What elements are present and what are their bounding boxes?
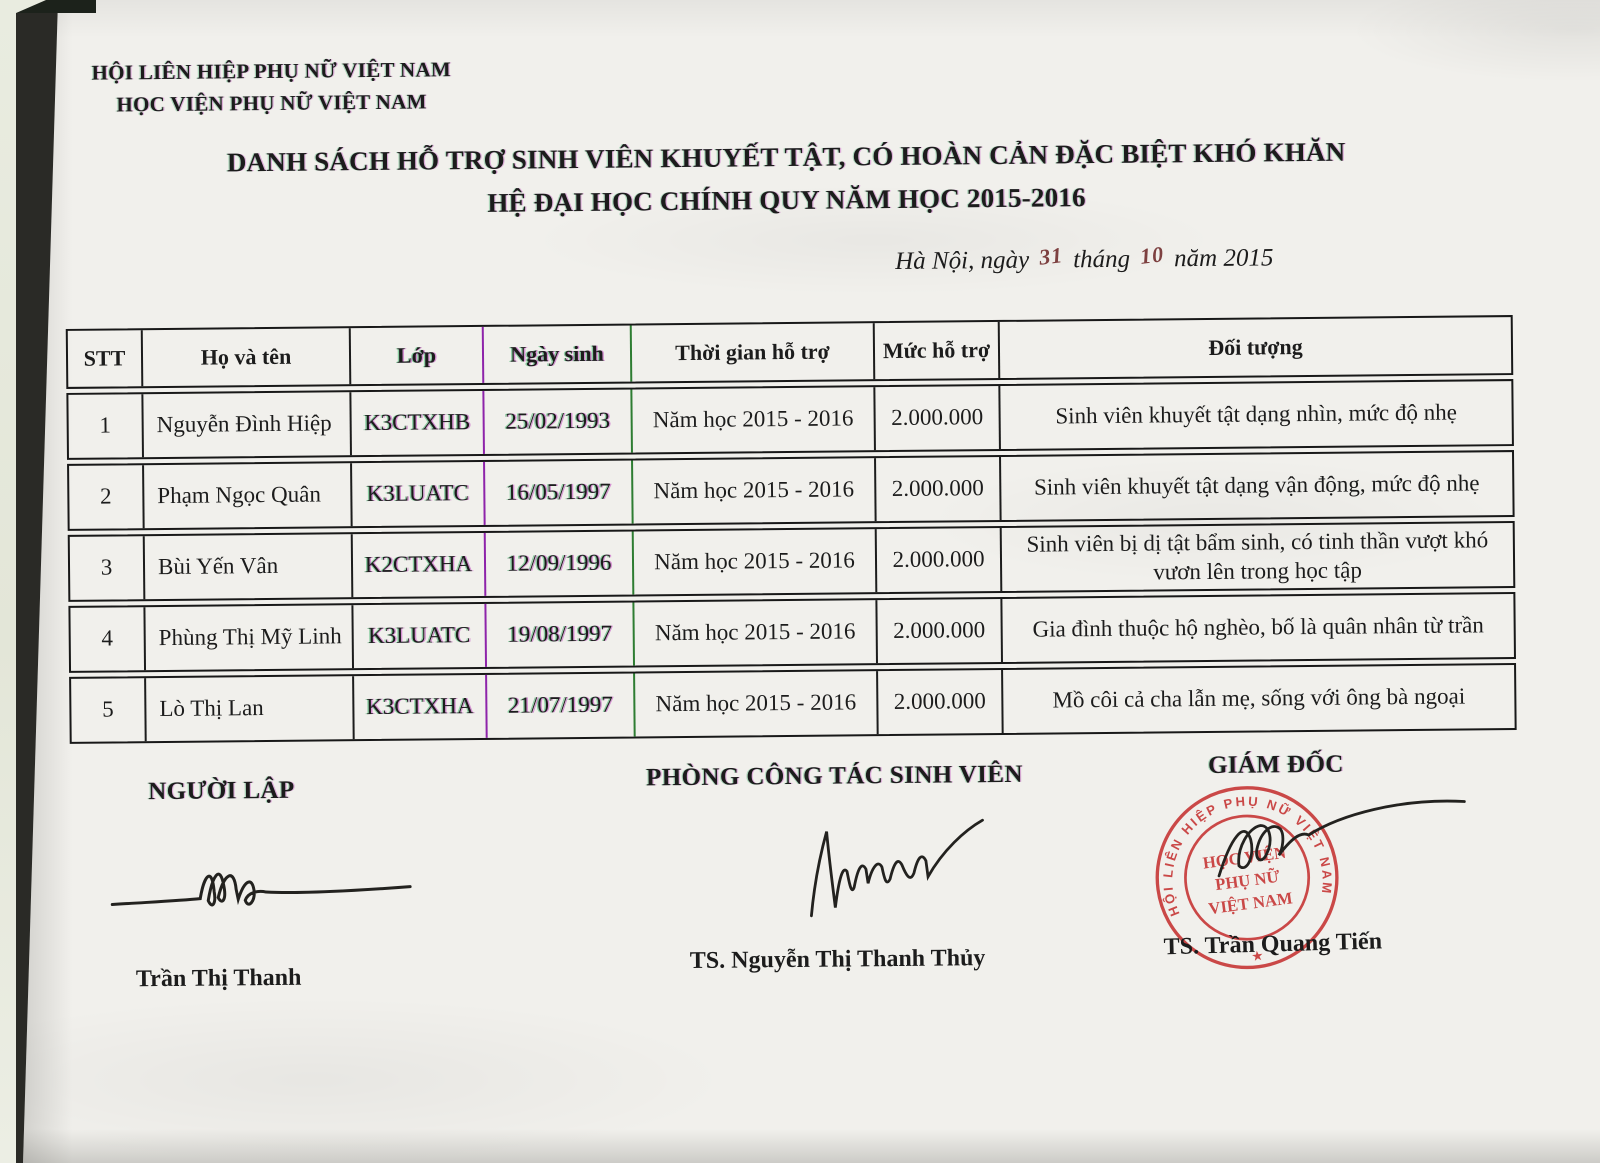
cell-amount: 2.000.000 — [875, 385, 1001, 451]
preparer-name: Trần Thị Thanh — [135, 964, 302, 993]
col-header-category: Đối tượng — [1208, 333, 1303, 360]
cell-dob: 21/07/1997 — [487, 673, 636, 738]
cell-name: Nguyễn Đình Hiệp — [143, 392, 352, 458]
preparer-signature — [110, 872, 412, 907]
table-row: 5 Lò Thị Lan K3CTXHA 21/07/1997 Năm học … — [69, 663, 1517, 744]
date-line: Hà Nội, ngày 31 tháng 10 năm 2015 — [895, 241, 1274, 276]
date-mid: tháng — [1073, 245, 1131, 274]
stamp-inner-ring — [1184, 814, 1311, 941]
cell-class: K3CTXHA — [354, 674, 488, 740]
handwritten-day: 31 — [1037, 242, 1065, 270]
org-name-line2: HỌC VIỆN PHỤ NỮ VIỆT NAM — [116, 89, 427, 117]
col-header-dob: Ngày sinh — [483, 325, 633, 383]
paper-sheet — [23, 0, 1600, 1163]
cell-class: K2CTXHA — [352, 532, 487, 598]
table-row: 2 Phạm Ngọc Quân K3LUATC 16/05/1997 Năm … — [67, 450, 1515, 531]
stamp-star-icon: ★ — [1250, 948, 1264, 964]
department-title: PHÒNG CÔNG TÁC SINH VIÊN — [645, 760, 1023, 792]
cell-name: Bùi Yến Vân — [144, 534, 354, 600]
cell-amount: 2.000.000 — [877, 598, 1003, 664]
cell-period: Năm học 2015 - 2016 — [635, 671, 879, 737]
preparer-title: NGƯỜI LẬP — [148, 776, 295, 806]
table-row: 3 Bùi Yến Vân K2CTXHA 12/09/1996 Năm học… — [67, 521, 1516, 602]
cell-stt: 5 — [71, 678, 147, 742]
department-signature — [810, 818, 984, 918]
col-header-stt: STT — [67, 330, 144, 387]
support-table: STT Họ và tên Lớp Ngày sinh Thời gian hỗ… — [65, 315, 1517, 748]
cell-stt: 2 — [69, 465, 145, 529]
date-prefix: Hà Nội, ngày — [895, 246, 1030, 275]
organization-header: HỘI LIÊN HIỆP PHỤ NỮ VIỆT NAM HỌC VIỆN P… — [65, 53, 478, 121]
cell-category: Sinh viên khuyết tật dạng nhìn, mức độ n… — [1055, 400, 1457, 429]
cell-stt: 1 — [68, 394, 144, 458]
document-title: DANH SÁCH HỖ TRỢ SINH VIÊN KHUYẾT TẬT, C… — [0, 128, 1577, 229]
cell-period: Năm học 2015 - 2016 — [633, 529, 878, 595]
cell-class: K3LUATC — [352, 461, 486, 527]
col-header-class: Lớp — [350, 326, 485, 385]
org-name-line1: HỘI LIÊN HIỆP PHỤ NỮ VIỆT NAM — [91, 57, 452, 85]
cell-amount: 2.000.000 — [876, 456, 1002, 522]
cell-period: Năm học 2015 - 2016 — [634, 600, 878, 666]
cell-period: Năm học 2015 - 2016 — [633, 458, 877, 524]
table-row: 1 Nguyễn Đình Hiệp K3CTXHB 25/02/1993 Nă… — [66, 379, 1514, 460]
cell-class: K3CTXHB — [351, 390, 485, 456]
col-header-period: Thời gian hỗ trợ — [631, 323, 876, 382]
table-header-row: STT Họ và tên Lớp Ngày sinh Thời gian hỗ… — [65, 315, 1514, 389]
scanner-edge-strip — [0, 0, 16, 1163]
cell-category: Sinh viên khuyết tật dạng vận động, mức … — [1033, 470, 1480, 501]
col-header-amount: Mức hỗ trợ — [874, 321, 1001, 380]
stamp-outer-ring — [1155, 786, 1339, 970]
date-suffix: năm 2015 — [1173, 244, 1274, 273]
cell-category: Gia đình thuộc hộ nghèo, bố là quân nhân… — [1032, 612, 1484, 643]
cell-dob: 16/05/1997 — [485, 460, 634, 525]
director-signature — [1217, 799, 1466, 878]
cell-class: K3LUATC — [353, 603, 488, 669]
cell-name: Phạm Ngọc Quân — [144, 463, 353, 529]
cell-stt: 4 — [70, 607, 147, 671]
cell-name: Lò Thị Lan — [146, 676, 355, 742]
cell-dob: 12/09/1996 — [485, 531, 635, 596]
cell-dob: 19/08/1997 — [486, 602, 636, 667]
cell-period: Năm học 2015 - 2016 — [632, 387, 876, 453]
cell-category: Sinh viên bị dị tật bẩm sinh, có tinh th… — [1026, 527, 1489, 585]
col-header-name: Họ và tên — [142, 328, 352, 387]
cell-amount: 2.000.000 — [878, 669, 1004, 735]
cell-name: Phùng Thị Mỹ Linh — [145, 605, 355, 671]
table-row: 4 Phùng Thị Mỹ Linh K3LUATC 19/08/1997 N… — [68, 592, 1516, 673]
cell-amount: 2.000.000 — [876, 527, 1003, 593]
cell-category: Mồ côi cả cha lẫn mẹ, sống với ông bà ng… — [1052, 683, 1466, 713]
cell-dob: 25/02/1993 — [484, 389, 633, 454]
handwritten-month: 10 — [1138, 241, 1166, 269]
cell-stt: 3 — [69, 536, 146, 600]
department-head-name: TS. Nguyễn Thị Thanh Thủy — [689, 945, 986, 974]
